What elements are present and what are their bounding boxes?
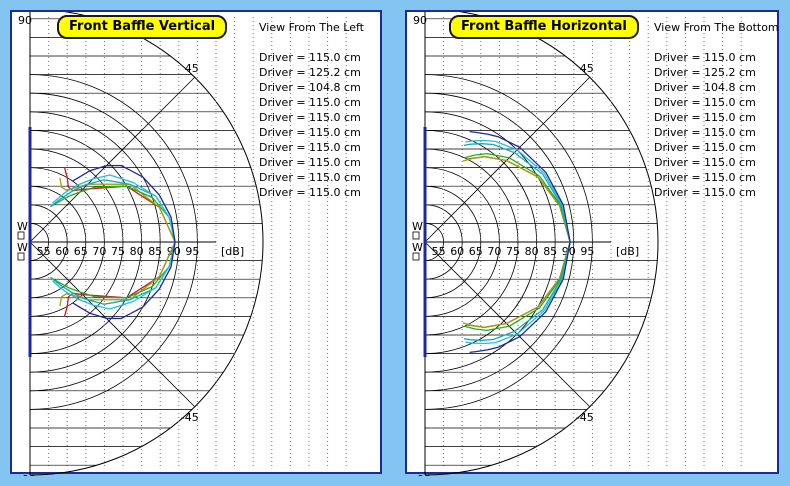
diagonal-45 — [424, 76, 591, 243]
series-line-lower — [463, 241, 571, 341]
baffle-marker-box — [412, 252, 420, 261]
legend-entry: Driver = 104.8 cm — [259, 81, 361, 94]
radial-unit-label: [dB] — [616, 245, 639, 258]
radial-tick-label: 55 — [37, 245, 51, 258]
radial-tick-label: 80 — [525, 245, 539, 258]
legend-entry: Driver = 125.2 cm — [654, 66, 756, 79]
legend-entry: Driver = 115.0 cm — [654, 111, 756, 124]
series-line-upper — [50, 185, 176, 243]
chart-subtitle: View From The Bottom — [654, 21, 779, 34]
diagonal-45 — [29, 76, 196, 243]
baffle-marker-box — [17, 252, 25, 261]
legend-entry: Driver = 115.0 cm — [654, 51, 756, 64]
legend-entry: Driver = 115.0 cm — [259, 51, 361, 64]
radial-tick-label: 85 — [543, 245, 557, 258]
radial-tick-label: 70 — [487, 245, 501, 258]
legend-entry: Driver = 115.0 cm — [654, 171, 756, 184]
radial-tick-label: 75 — [111, 245, 125, 258]
baffle-marker: W — [412, 241, 423, 254]
baffle-marker: W — [412, 220, 423, 233]
baffle-marker: W — [17, 220, 28, 233]
series-line-upper — [463, 143, 571, 243]
angle-label: -45 — [576, 411, 594, 424]
angle-label: 90 — [18, 14, 32, 27]
radial-tick-label: 65 — [74, 245, 88, 258]
series-line-lower — [464, 241, 571, 332]
legend-entry: Driver = 115.0 cm — [259, 156, 361, 169]
angle-label: -90 — [413, 473, 431, 476]
radial-tick-label: 80 — [130, 245, 144, 258]
legend-entry: Driver = 115.0 cm — [654, 156, 756, 169]
baffle-marker: W — [17, 241, 28, 254]
radial-tick-label: 55 — [432, 245, 446, 258]
series-line-lower — [72, 241, 176, 320]
legend-entry: Driver = 115.0 cm — [259, 111, 361, 124]
vertical-chart-panel: Front Baffle Vertical 55 60 65 70 75 80 85 90 95… — [10, 10, 382, 476]
series-line-upper — [51, 174, 176, 243]
series-line-upper — [464, 152, 571, 243]
chart-title: Front Baffle Vertical — [57, 15, 228, 39]
series-line-upper — [469, 130, 571, 243]
series-line-lower — [51, 241, 176, 310]
diagonal-minus-45 — [29, 241, 196, 408]
legend-entry: Driver = 115.0 cm — [654, 141, 756, 154]
legend-entry: Driver = 115.0 cm — [259, 126, 361, 139]
legend-entry: Driver = 115.0 cm — [654, 96, 756, 109]
radial-tick-label: 95 — [185, 245, 199, 258]
series-line-lower — [465, 241, 571, 345]
baffle-marker-box — [17, 231, 25, 240]
angle-label: -45 — [181, 411, 199, 424]
angle-label: 45 — [580, 62, 594, 75]
angle-label: -90 — [18, 473, 36, 476]
diagonal-minus-45 — [424, 241, 591, 408]
radial-tick-label: 65 — [469, 245, 483, 258]
series-line-lower — [50, 241, 176, 299]
legend-entry: Driver = 104.8 cm — [654, 81, 756, 94]
series-line-upper — [72, 164, 176, 243]
legend-entry: Driver = 115.0 cm — [654, 126, 756, 139]
series-line-upper — [462, 156, 571, 243]
legend-entry: Driver = 125.2 cm — [259, 66, 361, 79]
radial-tick-label: 95 — [580, 245, 594, 258]
legend-entry: Driver = 115.0 cm — [259, 186, 361, 199]
series-line-upper — [59, 177, 176, 243]
series-line-lower — [59, 241, 176, 307]
angle-label: 90 — [413, 14, 427, 27]
chart-title: Front Baffle Horizontal — [449, 15, 639, 39]
radial-tick-label: 60 — [55, 245, 69, 258]
series-line-lower — [462, 241, 571, 328]
legend-entry: Driver = 115.0 cm — [654, 186, 756, 199]
series-line-upper — [465, 139, 571, 243]
baffle-marker-box — [412, 231, 420, 240]
angle-label: 45 — [185, 62, 199, 75]
radial-tick-label: 70 — [92, 245, 106, 258]
legend-entry: Driver = 115.0 cm — [259, 171, 361, 184]
legend-entry: Driver = 115.0 cm — [259, 141, 361, 154]
radial-tick-label: 85 — [148, 245, 162, 258]
legend-entry: Driver = 115.0 cm — [259, 96, 361, 109]
radial-tick-label: 60 — [450, 245, 464, 258]
radial-unit-label: [dB] — [221, 245, 244, 258]
radial-tick-label: 75 — [506, 245, 520, 258]
chart-subtitle: View From The Left — [259, 21, 365, 34]
series-line-lower — [469, 241, 571, 354]
horizontal-chart-panel: Front Baffle Horizontal 55 60 65 70 75 80 85 90… — [405, 10, 779, 476]
